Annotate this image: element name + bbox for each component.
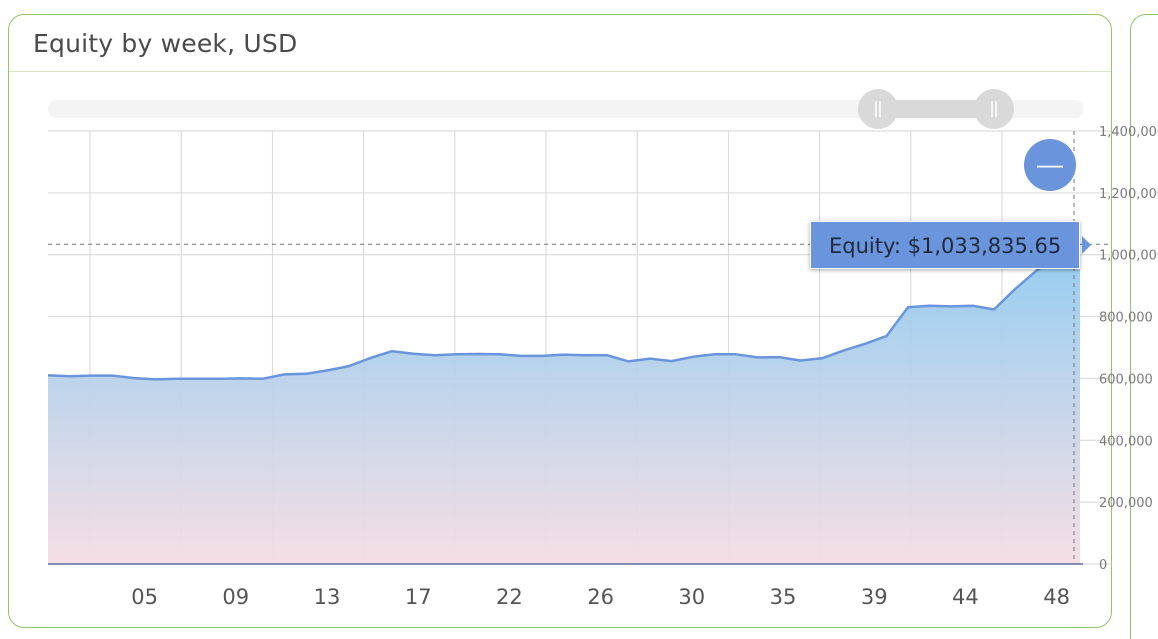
scrollbar-start-grip[interactable] xyxy=(858,89,898,129)
chart-title: Equity by week, USD xyxy=(33,29,298,58)
y-tick-label: 1,400,000 xyxy=(1099,125,1158,140)
y-tick-label: 600,000 xyxy=(1099,372,1153,387)
scrollbar-track[interactable] xyxy=(48,100,1084,118)
x-tick-label: 48 xyxy=(1043,585,1070,609)
y-tick-label: 400,000 xyxy=(1099,434,1153,449)
y-tick-label: 0 xyxy=(1099,558,1107,573)
tooltip-text: Equity: $1,033,835.65 xyxy=(829,234,1062,258)
card-header: Equity by week, USD xyxy=(9,15,1111,72)
x-tick-label: 17 xyxy=(405,585,432,609)
adjacent-panel-edge xyxy=(1130,14,1158,639)
y-tick-label: 800,000 xyxy=(1099,311,1153,326)
x-tick-label: 44 xyxy=(952,585,979,609)
minus-icon: — xyxy=(1037,149,1063,179)
equity-area-fill xyxy=(48,244,1080,564)
x-tick-label: 13 xyxy=(314,585,341,609)
x-tick-label: 39 xyxy=(861,585,888,609)
x-tick-label: 35 xyxy=(770,585,797,609)
y-tick-label: 1,200,000 xyxy=(1099,187,1158,202)
value-tooltip: Equity: $1,033,835.65 xyxy=(810,221,1081,269)
zoom-out-button[interactable]: — xyxy=(1024,139,1076,191)
scrollbar-selected-range[interactable] xyxy=(878,100,994,118)
x-tick-label: 26 xyxy=(587,585,614,609)
x-tick-label: 09 xyxy=(222,585,249,609)
y-tick-label: 1,000,000 xyxy=(1099,249,1158,264)
x-tick-label: 30 xyxy=(678,585,705,609)
x-tick-label: 22 xyxy=(496,585,523,609)
scrollbar-end-grip[interactable] xyxy=(974,89,1014,129)
y-tick-label: 200,000 xyxy=(1099,496,1153,511)
tooltip-arrow xyxy=(1082,236,1091,254)
equity-series-line xyxy=(47,243,1081,381)
x-tick-label: 05 xyxy=(131,585,158,609)
